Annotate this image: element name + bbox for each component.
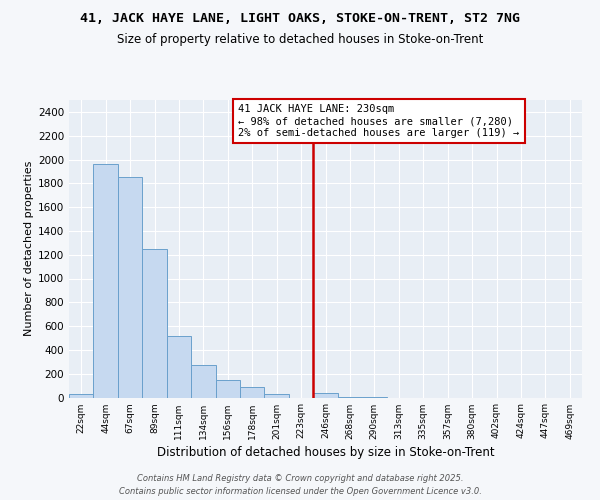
Bar: [142, 249, 167, 398]
Text: Size of property relative to detached houses in Stoke-on-Trent: Size of property relative to detached ho…: [117, 32, 483, 46]
Bar: [94, 164, 118, 398]
Bar: [118, 177, 142, 398]
Bar: [313, 394, 338, 398]
Bar: [215, 380, 240, 398]
Bar: [338, 397, 362, 398]
Text: Contains public sector information licensed under the Open Government Licence v3: Contains public sector information licen…: [119, 488, 481, 496]
Text: 41, JACK HAYE LANE, LIGHT OAKS, STOKE-ON-TRENT, ST2 7NG: 41, JACK HAYE LANE, LIGHT OAKS, STOKE-ON…: [80, 12, 520, 26]
Bar: [191, 365, 215, 398]
Bar: [265, 394, 289, 398]
Bar: [240, 387, 265, 398]
X-axis label: Distribution of detached houses by size in Stoke-on-Trent: Distribution of detached houses by size …: [157, 446, 494, 458]
Text: 41 JACK HAYE LANE: 230sqm
← 98% of detached houses are smaller (7,280)
2% of sem: 41 JACK HAYE LANE: 230sqm ← 98% of detac…: [238, 104, 520, 138]
Text: Contains HM Land Registry data © Crown copyright and database right 2025.: Contains HM Land Registry data © Crown c…: [137, 474, 463, 483]
Bar: [167, 336, 191, 398]
Y-axis label: Number of detached properties: Number of detached properties: [24, 161, 34, 336]
Bar: [69, 394, 94, 398]
